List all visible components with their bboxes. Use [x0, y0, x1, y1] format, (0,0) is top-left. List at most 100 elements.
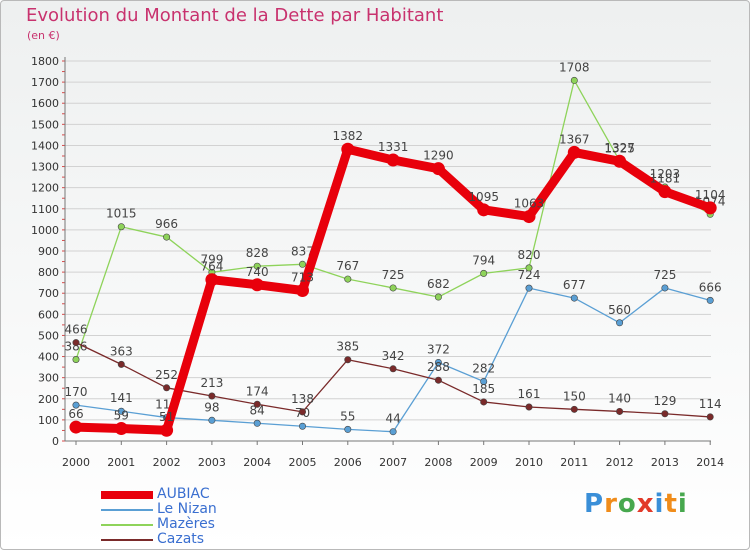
- logo-letter: x: [636, 489, 655, 519]
- data-label: 55: [340, 409, 355, 423]
- data-point: [434, 376, 442, 384]
- x-tick-label: 2010: [515, 456, 543, 469]
- data-label: 114: [699, 397, 722, 411]
- legend-label: Le Nizan: [157, 501, 217, 517]
- chart-title: Evolution du Montant de la Dette par Hab…: [26, 5, 444, 26]
- proxiti-logo[interactable]: Proxiti: [584, 489, 688, 519]
- data-label: 837: [291, 244, 314, 258]
- data-point: [117, 223, 125, 231]
- y-tick-label: 1800: [31, 55, 59, 68]
- data-point: [117, 360, 125, 368]
- y-tick-label: 100: [38, 414, 59, 427]
- x-tick-label: 2009: [470, 456, 498, 469]
- data-point: [344, 425, 352, 433]
- data-point: [72, 356, 80, 364]
- data-point: [163, 384, 171, 392]
- data-point: [570, 294, 578, 302]
- x-tick-label: 2008: [424, 456, 452, 469]
- y-tick-label: 1100: [31, 203, 59, 216]
- x-tick-label: 2014: [696, 456, 724, 469]
- y-tick-label: 500: [38, 329, 59, 342]
- data-label: 677: [563, 278, 586, 292]
- logo-letter: t: [664, 489, 678, 519]
- legend-swatch: [101, 491, 153, 499]
- data-point: [344, 275, 352, 283]
- y-tick-label: 1500: [31, 118, 59, 131]
- data-label: 1382: [333, 129, 364, 143]
- y-tick-label: 1000: [31, 224, 59, 237]
- y-tick-label: 300: [38, 372, 59, 385]
- x-tick-label: 2006: [334, 456, 362, 469]
- x-tick-label: 2000: [62, 456, 90, 469]
- data-point: [661, 410, 669, 418]
- y-tick-label: 900: [38, 245, 59, 258]
- data-label: 59: [114, 409, 129, 423]
- data-point: [706, 413, 714, 421]
- data-label: 98: [204, 400, 219, 414]
- legend-label: Mazères: [157, 516, 215, 532]
- data-label: 363: [110, 344, 133, 358]
- y-tick-label: 1300: [31, 161, 59, 174]
- data-label: 713: [291, 270, 314, 284]
- x-tick-label: 2003: [198, 456, 226, 469]
- data-point: [706, 296, 714, 304]
- y-tick-label: 700: [38, 287, 59, 300]
- data-point: [389, 284, 397, 292]
- data-label: 141: [110, 391, 133, 405]
- data-point: [613, 154, 627, 168]
- data-label: 44: [385, 412, 400, 426]
- data-label: 385: [336, 340, 359, 354]
- data-point: [250, 278, 264, 292]
- data-label: 767: [336, 259, 359, 273]
- data-label: 386: [65, 340, 88, 354]
- logo-letter: i: [654, 489, 665, 519]
- x-tick-label: 2012: [606, 456, 634, 469]
- data-point: [616, 407, 624, 415]
- data-label: 138: [291, 392, 314, 406]
- data-label: 342: [382, 349, 405, 363]
- data-label: 170: [65, 385, 88, 399]
- data-label: 1290: [423, 149, 454, 163]
- x-tick-label: 2013: [651, 456, 679, 469]
- data-label: 252: [155, 368, 178, 382]
- y-tick-label: 400: [38, 351, 59, 364]
- data-label: 1015: [106, 207, 137, 221]
- data-label: 1181: [650, 172, 681, 186]
- data-point: [253, 419, 261, 427]
- y-tick-label: 1400: [31, 139, 59, 152]
- data-label: 84: [250, 403, 265, 417]
- logo-letter: r: [604, 489, 618, 519]
- legend-swatch: [101, 509, 153, 511]
- x-tick-label: 2004: [243, 456, 271, 469]
- data-point: [117, 407, 125, 415]
- data-point: [72, 339, 80, 347]
- data-label: 150: [563, 389, 586, 403]
- data-point: [658, 185, 672, 199]
- data-label: 799: [200, 252, 223, 266]
- data-point: [205, 273, 219, 287]
- data-point: [525, 284, 533, 292]
- data-label: 682: [427, 277, 450, 291]
- data-label: 140: [608, 391, 631, 405]
- data-point: [163, 233, 171, 241]
- x-tick-label: 2011: [560, 456, 588, 469]
- data-label: 764: [200, 260, 223, 274]
- y-tick-label: 1200: [31, 182, 59, 195]
- data-point: [525, 403, 533, 411]
- data-label: 51: [159, 410, 174, 424]
- legend-swatch: [101, 524, 153, 526]
- data-point: [72, 401, 80, 409]
- data-point: [570, 76, 578, 84]
- logo-letter: P: [584, 489, 605, 519]
- data-label: 725: [382, 268, 405, 282]
- data-point: [480, 377, 488, 385]
- data-label: 66: [68, 407, 83, 421]
- data-label: 161: [518, 387, 541, 401]
- legend-label: AUBIAC: [157, 486, 210, 502]
- data-label: 1327: [604, 141, 635, 155]
- data-label: 560: [608, 303, 631, 317]
- data-point: [616, 319, 624, 327]
- data-label: 213: [200, 376, 223, 390]
- data-point: [567, 145, 581, 159]
